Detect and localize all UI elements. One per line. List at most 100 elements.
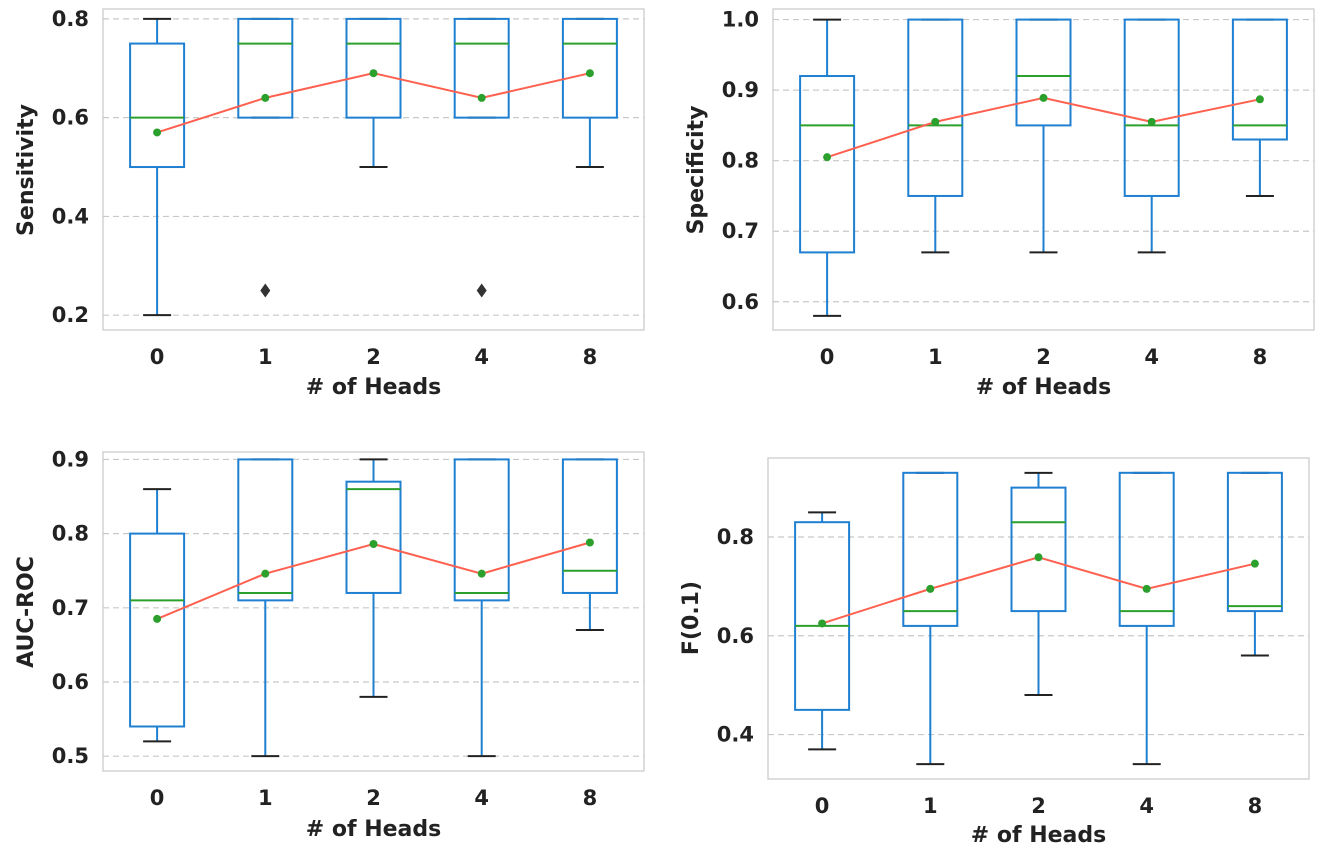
- y-tick-label: 0.9: [722, 78, 759, 102]
- mean-marker: [369, 69, 378, 78]
- x-tick-label: 1: [258, 345, 273, 369]
- box-4: [1123, 18, 1180, 254]
- box-2: [1010, 471, 1067, 697]
- box-body: [794, 521, 851, 711]
- y-tick-label: 0.6: [722, 290, 759, 314]
- mean-marker: [931, 117, 940, 126]
- y-tick-label: 0.2: [52, 303, 89, 327]
- box-body: [1231, 18, 1288, 141]
- outlier-marker: [476, 283, 487, 298]
- x-tick-label: 8: [583, 345, 598, 369]
- box-8: [1226, 471, 1283, 657]
- box-1: [902, 471, 959, 766]
- box-8: [1231, 18, 1288, 197]
- mean-marker: [1034, 553, 1043, 562]
- box-body: [1015, 18, 1072, 127]
- y-tick-label: 0.4: [717, 723, 754, 747]
- y-tick-label: 0.6: [52, 670, 89, 694]
- x-tick-label: 0: [815, 794, 830, 818]
- y-axis-label: F(0.1): [679, 581, 704, 655]
- x-tick-label: 0: [150, 786, 165, 810]
- box-2: [1015, 18, 1072, 254]
- x-tick-label: 8: [1248, 794, 1263, 818]
- x-tick-label: 1: [258, 786, 273, 810]
- x-tick-label: 4: [1139, 794, 1154, 818]
- x-axis-label: # of Heads: [306, 817, 441, 842]
- plot-frame: [767, 457, 1310, 780]
- y-axis-label: Specificity: [684, 106, 709, 235]
- mean-marker: [585, 538, 594, 547]
- x-tick-label: 2: [1031, 794, 1046, 818]
- box-0: [129, 17, 186, 317]
- x-tick-label: 8: [1253, 345, 1268, 369]
- box-1: [237, 17, 294, 298]
- x-tick-label: 1: [923, 794, 938, 818]
- mean-marker: [477, 569, 486, 578]
- x-tick-label: 0: [820, 345, 835, 369]
- box-body: [129, 532, 186, 728]
- mean-marker: [585, 69, 594, 78]
- subplot-4: 0.4 0.6 0.8 0 1 2 4 8 # of Heads F(0.1): [679, 457, 1310, 848]
- box-body: [345, 17, 402, 119]
- box-body: [129, 42, 186, 169]
- box-body: [799, 75, 856, 254]
- subplot-2: 0.6 0.7 0.8 0.9 1.0 0 1 2 4 8 # of Heads Specificit…: [684, 8, 1315, 400]
- box-body: [345, 480, 402, 594]
- mean-marker: [1255, 95, 1264, 104]
- outlier-marker: [260, 283, 271, 298]
- box-body: [907, 18, 964, 197]
- y-tick-label: 0.5: [52, 744, 89, 768]
- box-body: [1123, 18, 1180, 197]
- box-0: [794, 511, 851, 751]
- x-tick-label: 2: [366, 786, 381, 810]
- mean-marker: [477, 93, 486, 102]
- y-tick-label: 0.8: [52, 522, 89, 546]
- plot-frame: [102, 8, 645, 331]
- box-8: [561, 458, 618, 632]
- y-tick-label: 0.7: [52, 596, 89, 620]
- box-2: [345, 17, 402, 169]
- mean-marker: [369, 539, 378, 548]
- box-body: [453, 458, 510, 602]
- box-body: [1226, 471, 1283, 613]
- box-8: [561, 17, 618, 169]
- mean-marker: [1147, 117, 1156, 126]
- mean-marker: [1039, 93, 1048, 102]
- mean-marker: [153, 614, 162, 623]
- box-0: [129, 488, 186, 743]
- mean-marker: [261, 93, 270, 102]
- y-tick-label: 0.4: [52, 204, 89, 228]
- box-body: [453, 17, 510, 119]
- subplot-1: 0.2 0.4 0.6 0.8 0 1 2 4 8 # of Heads Sensitivity: [14, 7, 645, 400]
- y-axis-label: AUC-ROC: [14, 556, 39, 668]
- box-body: [1118, 471, 1175, 627]
- y-tick-label: 0.8: [52, 7, 89, 31]
- box-0: [799, 18, 856, 317]
- y-axis-label: Sensitivity: [14, 104, 39, 236]
- box-1: [907, 18, 964, 254]
- y-tick-label: 0.8: [717, 525, 754, 549]
- x-tick-label: 8: [583, 786, 598, 810]
- box-body: [237, 17, 294, 119]
- x-tick-label: 1: [928, 345, 943, 369]
- y-tick-label: 0.9: [52, 447, 89, 471]
- x-tick-label: 4: [474, 345, 489, 369]
- y-tick-label: 0.8: [722, 149, 759, 173]
- mean-marker: [153, 128, 162, 137]
- mean-marker: [1250, 559, 1259, 568]
- box-4: [453, 458, 510, 758]
- x-tick-label: 4: [474, 786, 489, 810]
- box-body: [237, 458, 294, 602]
- x-tick-label: 2: [1036, 345, 1051, 369]
- mean-marker: [1142, 584, 1151, 593]
- x-axis-label: # of Heads: [971, 823, 1106, 848]
- x-axis-label: # of Heads: [976, 375, 1111, 400]
- plot-frame: [772, 8, 1315, 331]
- x-tick-label: 4: [1144, 345, 1159, 369]
- y-tick-label: 1.0: [722, 8, 759, 32]
- box-4: [1118, 471, 1175, 766]
- x-axis-label: # of Heads: [306, 375, 441, 400]
- x-tick-label: 0: [150, 345, 165, 369]
- box-1: [237, 458, 294, 758]
- x-tick-label: 2: [366, 345, 381, 369]
